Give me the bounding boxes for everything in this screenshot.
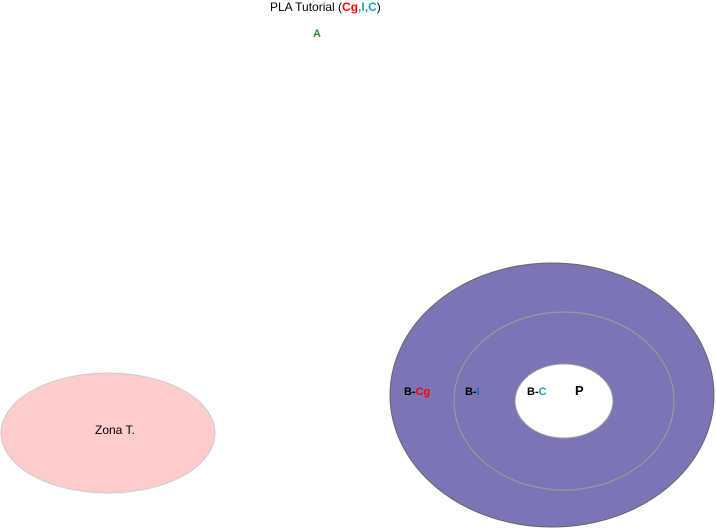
title-c: C	[368, 0, 377, 14]
title-prefix: PLA Tutorial (	[270, 0, 343, 14]
zona-label: Zona T.	[95, 423, 135, 437]
outer-ring-label-suffix: Cg	[415, 386, 431, 398]
title-cg: Cg	[342, 0, 359, 14]
inner-ring-label-suffix: C	[538, 386, 547, 398]
center-label: P	[575, 383, 584, 398]
middle-ring-label: B-I	[465, 385, 480, 399]
label-a: A	[313, 28, 321, 40]
title-i: I	[361, 0, 365, 14]
title-sep-1: ,	[358, 0, 362, 14]
inner-ring-label-prefix: B-	[527, 386, 539, 398]
inner-ring-label: B-C	[527, 385, 547, 399]
inner-core-ellipse	[514, 363, 614, 439]
title-sep-2: ,	[364, 0, 369, 14]
middle-ring-label-prefix: B-	[465, 386, 477, 398]
outer-ring-label-prefix: B-	[404, 386, 416, 398]
diagram-title: PLA Tutorial (Cg,I,C)	[270, 0, 381, 14]
outer-ring-label: B-Cg	[404, 385, 430, 399]
title-suffix: )	[376, 0, 381, 14]
middle-ring-label-suffix: I	[476, 386, 480, 398]
zona-ellipse	[0, 372, 216, 494]
